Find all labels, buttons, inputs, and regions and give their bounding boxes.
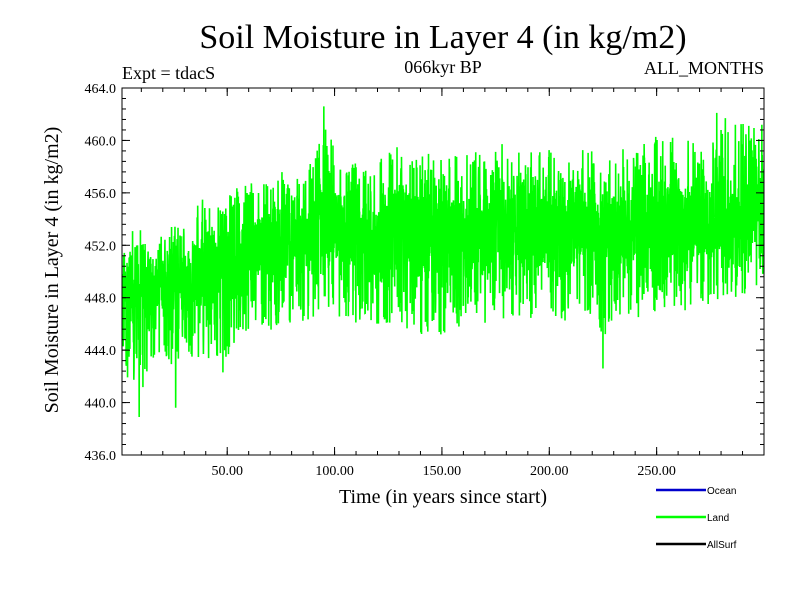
legend-label-allsurf: AllSurf <box>707 540 737 551</box>
chart-title: Soil Moisture in Layer 4 (in kg/m2) <box>199 19 686 56</box>
x-axis-label: Time (in years since start) <box>339 486 547 508</box>
y-tick-label: 444.0 <box>85 344 117 359</box>
axes-group: 436.0 440.0 444.0 448.0 452.0 456.0 460.0 464.0… <box>85 82 765 479</box>
subtitle-expt: Expt = tdacS <box>122 63 215 83</box>
subtitle-period: 066kyr BP <box>404 57 482 77</box>
series-group <box>122 106 764 417</box>
x-tick-label: 200.00 <box>530 464 569 479</box>
y-axis-label: Soil Moisture in Layer 4 (in kg/m2) <box>41 127 63 414</box>
subtitle-months: ALL_MONTHS <box>644 58 764 78</box>
legend-label-land: Land <box>707 513 729 524</box>
y-tick-label: 440.0 <box>85 397 117 412</box>
x-tick-label: 150.00 <box>423 464 462 479</box>
x-tick-label: 100.00 <box>315 464 354 479</box>
y-tick-label: 436.0 <box>85 449 117 464</box>
y-tick-label: 456.0 <box>85 187 117 202</box>
x-tick-label: 250.00 <box>637 464 676 479</box>
legend-label-ocean: Ocean <box>707 486 736 497</box>
plot-frame <box>121 87 765 456</box>
y-tick-label: 460.0 <box>85 134 117 149</box>
x-tick-label: 50.00 <box>211 464 243 479</box>
series-land-line <box>122 106 764 417</box>
legend: Ocean Land AllSurf <box>656 486 737 551</box>
y-tick-label: 464.0 <box>85 82 117 97</box>
y-tick-label: 448.0 <box>85 292 117 307</box>
y-tick-label: 452.0 <box>85 239 117 254</box>
